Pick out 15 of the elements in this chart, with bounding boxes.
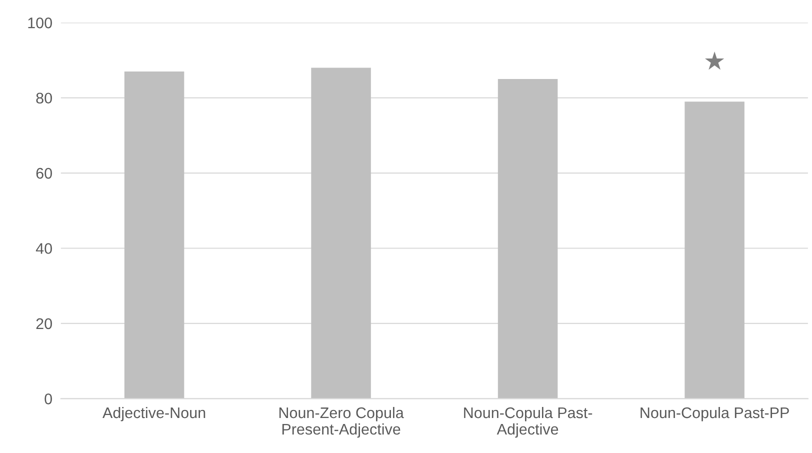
x-tick-label: Noun-Copula Past-PP (640, 406, 789, 422)
bar (311, 68, 371, 399)
x-tick-label: Noun-Zero Copula Present-Adjective (279, 406, 404, 438)
y-tick-label: 40 (36, 243, 52, 254)
x-tick-label: Noun-Copula Past- Adjective (464, 406, 592, 438)
bar (684, 102, 744, 399)
annotation: ★ (704, 52, 724, 70)
y-tick-label: 100 (28, 18, 52, 28)
x-tick-label: Adjective-Noun (102, 406, 206, 422)
bar (498, 79, 558, 399)
y-tick-label: 20 (36, 318, 52, 330)
y-tick-label: 80 (36, 92, 52, 104)
y-tick-label: 0 (44, 394, 52, 404)
bar (124, 72, 184, 399)
y-tick-label: 60 (36, 168, 52, 179)
